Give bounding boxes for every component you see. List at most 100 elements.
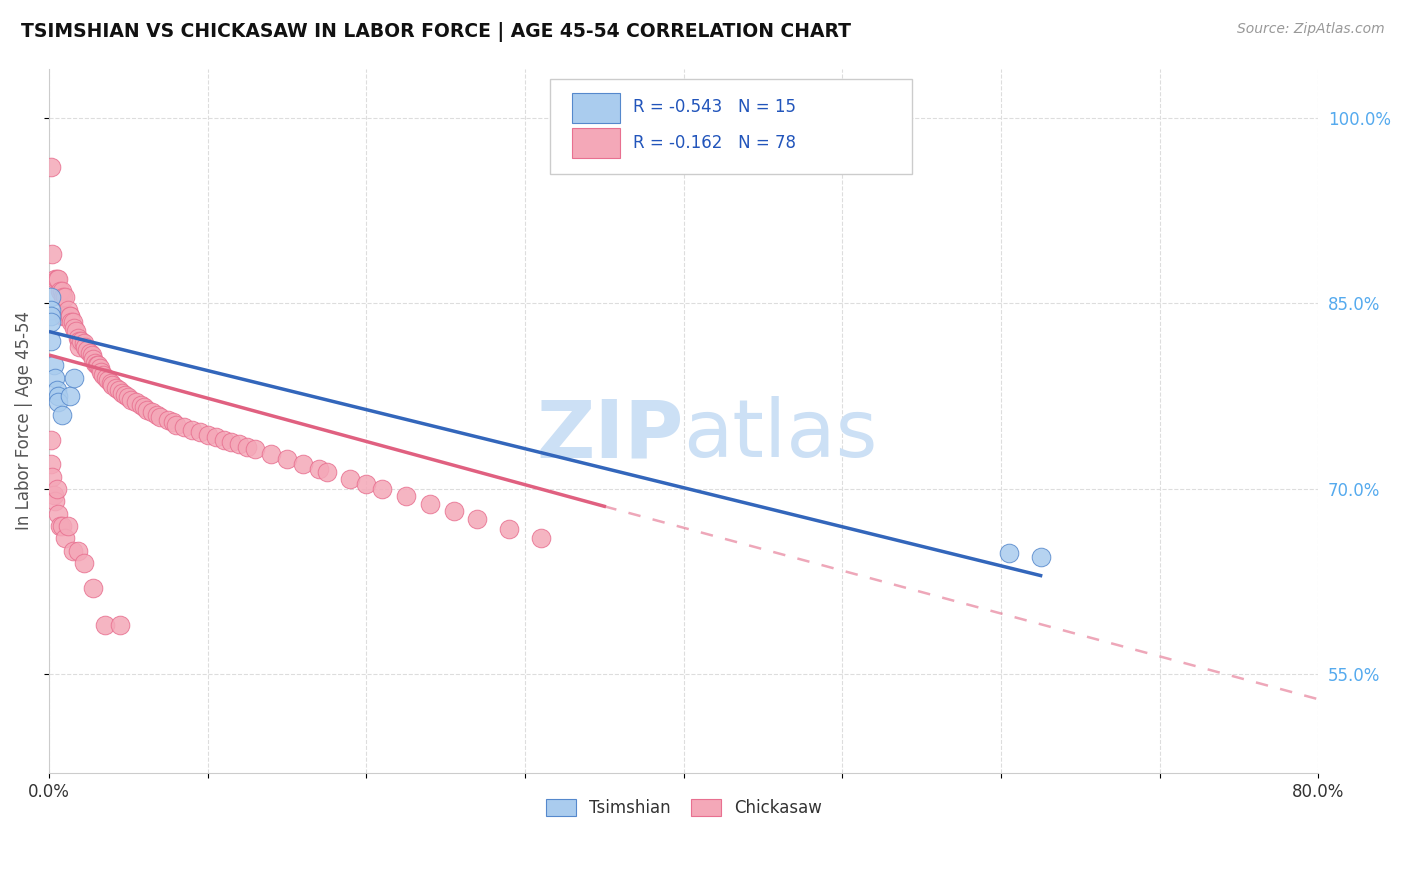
Point bbox=[45, 482, 67, 496]
Point bbox=[51, 284, 73, 298]
Point bbox=[530, 532, 553, 546]
Point bbox=[65, 324, 87, 338]
Point bbox=[97, 373, 120, 387]
Point bbox=[136, 402, 159, 417]
Text: TSIMSHIAN VS CHICKASAW IN LABOR FORCE | AGE 45-54 CORRELATION CHART: TSIMSHIAN VS CHICKASAW IN LABOR FORCE | … bbox=[21, 22, 851, 42]
Point bbox=[173, 420, 195, 434]
Point bbox=[90, 364, 112, 378]
Point bbox=[419, 497, 441, 511]
Point bbox=[245, 442, 267, 457]
Text: R = -0.162   N = 78: R = -0.162 N = 78 bbox=[633, 134, 796, 152]
Point bbox=[48, 272, 70, 286]
Point bbox=[79, 346, 101, 360]
Point bbox=[111, 385, 134, 400]
Point bbox=[62, 315, 84, 329]
Bar bbox=[572, 93, 620, 123]
Point bbox=[107, 383, 129, 397]
Point bbox=[73, 556, 96, 570]
Legend: Tsimshian, Chickasaw: Tsimshian, Chickasaw bbox=[537, 790, 830, 825]
Point bbox=[339, 472, 361, 486]
Point bbox=[998, 546, 1021, 560]
Point bbox=[165, 417, 187, 432]
Point bbox=[44, 272, 66, 286]
Point bbox=[129, 398, 152, 412]
Point bbox=[204, 430, 226, 444]
Point bbox=[39, 433, 62, 447]
Point bbox=[228, 437, 250, 451]
Point bbox=[67, 334, 90, 348]
Point bbox=[49, 284, 72, 298]
Point bbox=[41, 247, 63, 261]
Point bbox=[188, 425, 211, 439]
Point bbox=[82, 581, 104, 595]
Y-axis label: In Labor Force | Age 45-54: In Labor Force | Age 45-54 bbox=[15, 311, 32, 531]
Point bbox=[51, 408, 73, 422]
Point bbox=[89, 360, 111, 375]
Point bbox=[53, 290, 76, 304]
Point bbox=[45, 272, 67, 286]
Point bbox=[42, 359, 65, 373]
Point bbox=[56, 302, 79, 317]
Point bbox=[117, 391, 139, 405]
Point bbox=[73, 336, 96, 351]
Point bbox=[121, 392, 143, 407]
Point bbox=[39, 457, 62, 471]
Point bbox=[39, 334, 62, 348]
Point bbox=[42, 488, 65, 502]
Point bbox=[39, 315, 62, 329]
Point bbox=[56, 519, 79, 533]
Point bbox=[371, 482, 394, 496]
Point bbox=[76, 343, 98, 358]
Point bbox=[395, 490, 418, 504]
Point bbox=[149, 410, 172, 425]
Point bbox=[125, 395, 148, 409]
Point bbox=[104, 381, 127, 395]
Point bbox=[93, 618, 115, 632]
Point bbox=[236, 440, 259, 454]
Point bbox=[94, 370, 117, 384]
Text: ZIP: ZIP bbox=[536, 396, 683, 474]
Point bbox=[53, 309, 76, 323]
Point bbox=[100, 376, 122, 390]
Point bbox=[63, 321, 86, 335]
Point bbox=[59, 309, 82, 323]
Point bbox=[59, 309, 82, 323]
Point bbox=[467, 511, 489, 525]
Point bbox=[39, 161, 62, 175]
Point bbox=[39, 290, 62, 304]
Point bbox=[197, 427, 219, 442]
Text: atlas: atlas bbox=[683, 396, 877, 474]
Point bbox=[39, 309, 62, 323]
Point bbox=[315, 465, 337, 479]
Point bbox=[356, 477, 378, 491]
Point bbox=[91, 368, 114, 383]
Point bbox=[39, 302, 62, 317]
Text: Source: ZipAtlas.com: Source: ZipAtlas.com bbox=[1237, 22, 1385, 37]
Point bbox=[80, 348, 103, 362]
Point bbox=[87, 359, 110, 373]
Point bbox=[101, 378, 124, 392]
Point bbox=[162, 415, 184, 429]
Point bbox=[48, 389, 70, 403]
Point bbox=[52, 309, 75, 323]
Point bbox=[67, 340, 90, 354]
Point bbox=[141, 405, 163, 419]
Point bbox=[308, 462, 330, 476]
Point bbox=[66, 544, 89, 558]
Point bbox=[134, 401, 156, 415]
Point bbox=[44, 370, 66, 384]
Point bbox=[49, 519, 72, 533]
Point bbox=[75, 340, 97, 354]
Point bbox=[498, 522, 520, 536]
Point bbox=[221, 435, 243, 450]
Point bbox=[146, 408, 169, 422]
Bar bbox=[572, 128, 620, 158]
Point bbox=[53, 532, 76, 546]
Point bbox=[66, 331, 89, 345]
Point bbox=[291, 457, 314, 471]
Point bbox=[48, 395, 70, 409]
Text: R = -0.543   N = 15: R = -0.543 N = 15 bbox=[633, 98, 796, 116]
FancyBboxPatch shape bbox=[550, 79, 912, 174]
Point bbox=[84, 356, 107, 370]
Point bbox=[86, 359, 108, 373]
